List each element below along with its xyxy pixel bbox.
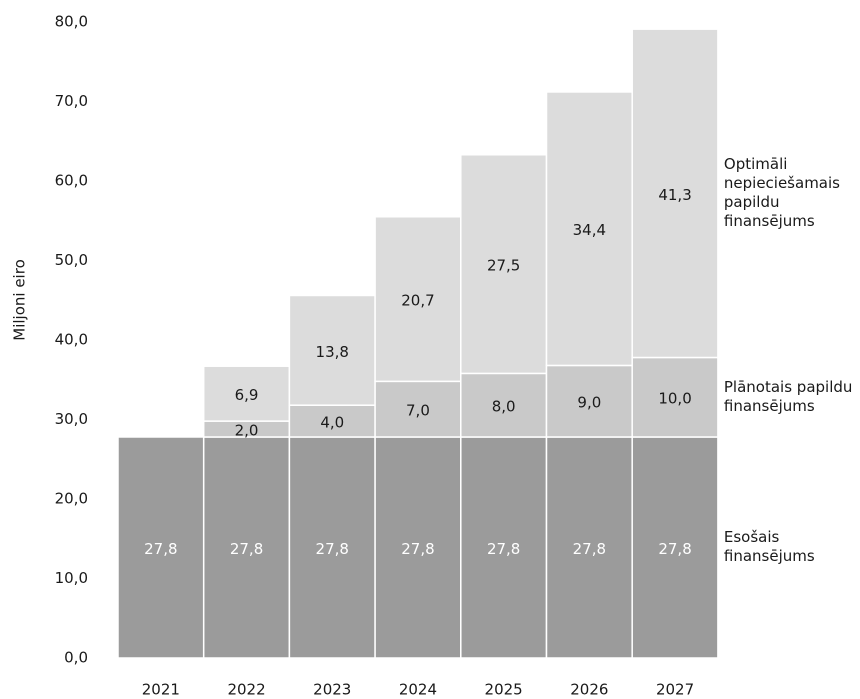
data-label: 4,0 bbox=[320, 414, 344, 432]
data-label: 27,8 bbox=[144, 540, 177, 558]
data-label: 27,8 bbox=[573, 540, 606, 558]
x-tick-label: 2024 bbox=[399, 681, 437, 699]
data-label: 41,3 bbox=[658, 186, 691, 204]
bar-segment bbox=[460, 154, 548, 375]
x-tick-label: 2026 bbox=[570, 681, 608, 699]
bar-segment bbox=[202, 365, 291, 422]
legend-label: Esošais finansējums bbox=[723, 528, 815, 566]
bar-segment bbox=[374, 216, 462, 383]
data-label: 34,4 bbox=[573, 221, 606, 239]
x-tick-label: 2021 bbox=[142, 681, 180, 699]
bar-segment bbox=[460, 372, 548, 438]
bar-segment bbox=[545, 436, 633, 659]
y-tick-label: 0,0 bbox=[64, 649, 88, 667]
y-tick-label: 20,0 bbox=[55, 490, 88, 508]
data-label: 27,8 bbox=[401, 540, 434, 558]
data-label: 27,8 bbox=[658, 540, 691, 558]
bar-segment bbox=[545, 364, 633, 438]
data-label: 27,8 bbox=[316, 540, 349, 558]
data-label: 27,5 bbox=[487, 257, 520, 275]
data-label: 10,0 bbox=[658, 390, 691, 408]
legend-label: Optimāli nepieciešamais papildu finansēj… bbox=[723, 155, 840, 231]
bar-segment bbox=[374, 436, 462, 659]
x-tick-label: 2027 bbox=[656, 681, 694, 699]
data-label: 27,8 bbox=[487, 540, 520, 558]
bar-segment bbox=[288, 294, 376, 406]
bar-segment bbox=[545, 91, 633, 367]
data-label: 20,7 bbox=[401, 292, 434, 310]
y-tick-label: 80,0 bbox=[55, 13, 88, 31]
y-axis-label: Miljoni eiro bbox=[11, 259, 29, 340]
bar-segment bbox=[117, 436, 205, 659]
y-tick-label: 60,0 bbox=[55, 172, 88, 190]
data-label: 7,0 bbox=[406, 402, 430, 420]
data-label: 2,0 bbox=[235, 422, 259, 440]
x-tick-label: 2022 bbox=[227, 681, 265, 699]
data-label: 9,0 bbox=[577, 394, 601, 412]
data-label: 6,9 bbox=[235, 386, 259, 404]
data-label: 8,0 bbox=[492, 398, 516, 416]
bar-segment bbox=[288, 436, 376, 659]
bar-segment bbox=[374, 380, 462, 438]
bar-segment bbox=[631, 356, 719, 438]
bar-segment bbox=[202, 436, 291, 659]
y-tick-label: 40,0 bbox=[55, 331, 88, 349]
y-tick-label: 70,0 bbox=[55, 92, 88, 110]
data-label: 27,8 bbox=[230, 540, 263, 558]
y-tick-label: 30,0 bbox=[55, 410, 88, 428]
bar-segment bbox=[631, 28, 719, 359]
data-label: 13,8 bbox=[316, 343, 349, 361]
bar-segment bbox=[631, 436, 719, 659]
x-tick-label: 2023 bbox=[313, 681, 351, 699]
y-tick-label: 10,0 bbox=[55, 569, 88, 587]
legend-label: Plānotais papildu finansējums bbox=[723, 378, 853, 416]
y-tick-label: 50,0 bbox=[55, 251, 88, 269]
x-tick-label: 2025 bbox=[485, 681, 523, 699]
